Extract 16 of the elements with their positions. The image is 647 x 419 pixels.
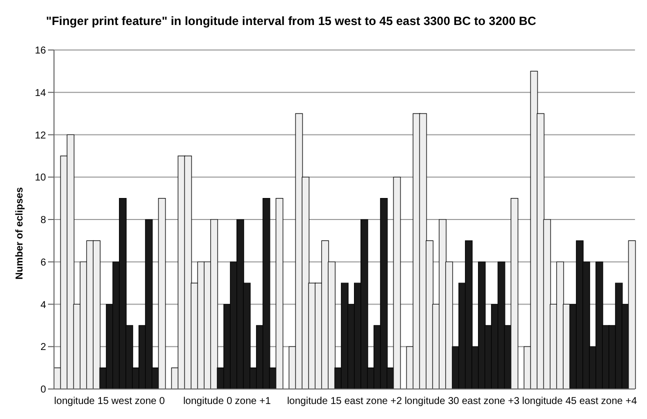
y-tick-label: 4 (40, 300, 46, 311)
y-tick-label: 10 (34, 172, 46, 184)
y-tick-label: 14 (34, 88, 46, 99)
y-tick-label: 2 (40, 342, 46, 354)
x-tick-label: longitude 15 east zone +2 (287, 396, 402, 408)
x-tick-label: longitude 0 zone +1 (183, 396, 272, 408)
y-tick-label: 6 (40, 257, 46, 268)
y-axis-title: Number of eclipses (14, 186, 26, 280)
y-tick-label: 12 (34, 130, 46, 142)
x-tick-label: longitude 30 east zone +3 (404, 396, 520, 408)
chart-title: "Finger print feature" in longitude interval from 15 west to 45 east 3300 BC to 3200 BC (45, 13, 538, 30)
x-tick-label: longitude 45 east zone +4 (522, 396, 638, 408)
x-tick-label: longitude 15 west zone 0 (54, 396, 166, 408)
y-tick-label: 16 (34, 46, 46, 57)
y-tick-label: 8 (40, 215, 46, 226)
y-tick-label: 0 (40, 384, 46, 396)
